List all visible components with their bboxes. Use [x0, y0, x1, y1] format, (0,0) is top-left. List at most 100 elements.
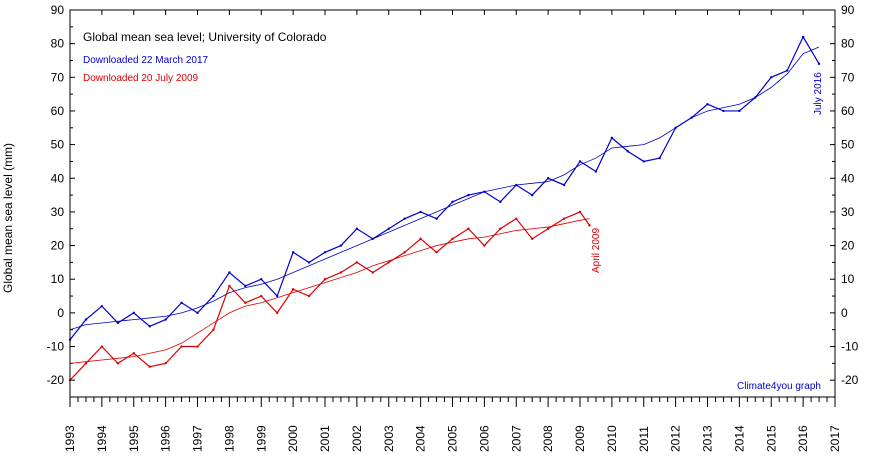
series-point-0: [339, 244, 343, 247]
x-tick-label: 2001: [318, 425, 332, 452]
series-point-0: [260, 278, 263, 281]
series-layer: [68, 35, 821, 382]
series-point-1: [530, 237, 534, 241]
series-point-0: [578, 160, 582, 163]
series-point-1: [403, 251, 406, 254]
y-tick-label-right: 80: [841, 37, 855, 51]
series-point-1: [483, 244, 486, 247]
y-tick-label-right: 40: [841, 171, 855, 185]
credit-text: Climate4you graph: [737, 381, 821, 392]
y-tick-label-right: 10: [841, 272, 855, 286]
series-point-1: [212, 328, 215, 331]
series-point-0: [180, 301, 183, 304]
series-point-1: [228, 284, 231, 288]
series-point-0: [435, 217, 438, 220]
series-point-0: [530, 193, 534, 197]
series-point-0: [212, 294, 215, 298]
series-point-1: [148, 365, 151, 368]
series-point-0: [483, 190, 486, 193]
x-tick-label: 1993: [63, 425, 77, 452]
x-tick-label: 1997: [191, 425, 205, 452]
series-point-0: [626, 150, 630, 153]
series-line-1: [69, 211, 591, 381]
x-tick-label: 1994: [95, 425, 109, 452]
series-point-0: [291, 251, 295, 254]
series-point-0: [116, 321, 120, 325]
y-tick-label-right: 70: [841, 70, 855, 84]
series-point-1: [164, 362, 167, 365]
series-point-1: [562, 217, 566, 220]
series-point-1: [546, 227, 550, 230]
series-point-0: [244, 284, 247, 288]
series-point-1: [578, 210, 582, 214]
chart-title: Global mean sea level; University of Col…: [83, 30, 327, 44]
series-point-0: [754, 96, 757, 99]
y-tick-label-right: 30: [841, 205, 855, 219]
y-tick-label-left: 20: [51, 239, 65, 253]
series-point-1: [355, 261, 359, 264]
y-tick-label-right: 60: [841, 104, 855, 118]
series-point-0: [785, 69, 789, 72]
x-tick-label: 2017: [828, 425, 842, 452]
legend-red: Downloaded 20 July 2009: [83, 73, 199, 84]
x-tick-label: 2007: [509, 425, 523, 452]
series-line-0: [69, 35, 820, 341]
series-point-1: [451, 237, 454, 241]
y-tick-label-left: 50: [51, 138, 65, 152]
series-point-0: [84, 318, 88, 321]
series-point-0: [419, 210, 422, 214]
y-tick-label-left: 10: [51, 272, 65, 286]
x-tick-label: 1995: [127, 425, 141, 452]
series-point-0: [148, 325, 151, 328]
series-trend-1: [69, 218, 590, 364]
series-point-0: [594, 170, 598, 173]
series-point-0: [690, 116, 693, 119]
series-point-0: [403, 217, 406, 220]
series-point-1: [323, 278, 327, 281]
axis-ticks: -20 -20 -10 -10 0 0 10 10 20 20 30 30 40 40 50 50 60 60 70…: [47, 3, 859, 452]
series-point-0: [451, 200, 454, 204]
x-tick-label: 2009: [573, 425, 587, 452]
x-tick-label: 1999: [254, 425, 268, 452]
series-point-0: [546, 177, 550, 180]
series-point-0: [658, 156, 661, 160]
y-tick-label-left: 70: [51, 70, 65, 84]
series-point-1: [307, 294, 311, 298]
series-point-0: [164, 318, 167, 321]
y-tick-label-left: 90: [51, 3, 65, 17]
x-tick-label: 2005: [446, 425, 460, 452]
y-tick-label-left: -10: [47, 340, 65, 354]
series-point-0: [562, 183, 566, 187]
x-tick-label: 2016: [796, 425, 810, 452]
plot-frame: [69, 9, 836, 398]
series-point-0: [387, 227, 390, 230]
series-point-1: [260, 294, 263, 298]
y-tick-label-left: 30: [51, 205, 65, 219]
series-point-0: [515, 183, 518, 187]
series-point-0: [132, 311, 135, 315]
y-axis-label: Global mean sea level (mm): [1, 143, 15, 293]
series-point-1: [588, 224, 591, 227]
series-point-0: [228, 271, 231, 274]
series-point-1: [180, 345, 183, 348]
series-point-0: [499, 200, 502, 204]
series-point-0: [722, 109, 725, 113]
x-tick-label: 2004: [414, 425, 428, 452]
x-tick-label: 2011: [637, 426, 651, 452]
series-point-0: [467, 193, 470, 197]
series-trend-0: [69, 46, 820, 331]
y-tick-label-left: -20: [47, 373, 65, 387]
series-point-1: [196, 345, 199, 348]
y-tick-label-right: 0: [841, 306, 848, 320]
series-point-1: [499, 227, 502, 230]
series-point-0: [706, 103, 709, 106]
x-tick-label: 2000: [286, 425, 300, 452]
series-point-1: [291, 288, 295, 291]
y-tick-label-left: 60: [51, 104, 65, 118]
series-point-1: [387, 261, 390, 264]
y-tick-label-right: -20: [841, 373, 859, 387]
series-point-1: [515, 217, 518, 220]
series-point-0: [196, 311, 199, 315]
series-point-0: [674, 126, 677, 129]
